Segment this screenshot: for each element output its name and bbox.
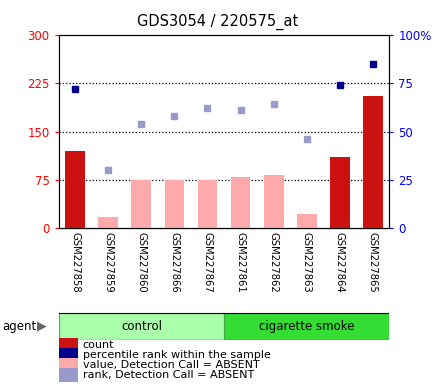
- Text: GSM227865: GSM227865: [367, 232, 377, 293]
- Text: count: count: [82, 340, 114, 350]
- Text: cigarette smoke: cigarette smoke: [258, 320, 354, 333]
- Text: ▶: ▶: [37, 320, 46, 333]
- Text: GSM227864: GSM227864: [334, 232, 344, 293]
- Bar: [131, 180, 151, 228]
- Text: GSM227862: GSM227862: [268, 232, 278, 293]
- Bar: [224, 313, 388, 340]
- Text: GSM227859: GSM227859: [103, 232, 113, 293]
- Bar: [164, 180, 184, 228]
- Bar: [230, 177, 250, 228]
- Bar: [296, 214, 316, 228]
- Bar: [98, 217, 118, 228]
- Text: GSM227861: GSM227861: [235, 232, 245, 293]
- Text: agent: agent: [2, 320, 36, 333]
- Text: value, Detection Call = ABSENT: value, Detection Call = ABSENT: [82, 360, 259, 370]
- Bar: [362, 96, 382, 228]
- Text: GSM227866: GSM227866: [169, 232, 179, 293]
- Text: GSM227858: GSM227858: [70, 232, 80, 293]
- Bar: [59, 313, 224, 340]
- Text: GDS3054 / 220575_at: GDS3054 / 220575_at: [137, 13, 297, 30]
- Text: GSM227860: GSM227860: [136, 232, 146, 293]
- Bar: [197, 180, 217, 228]
- Text: percentile rank within the sample: percentile rank within the sample: [82, 350, 270, 360]
- Text: rank, Detection Call = ABSENT: rank, Detection Call = ABSENT: [82, 370, 253, 380]
- Text: control: control: [121, 320, 161, 333]
- Text: GSM227867: GSM227867: [202, 232, 212, 293]
- Bar: [329, 157, 349, 228]
- Bar: [65, 151, 85, 228]
- Text: GSM227863: GSM227863: [301, 232, 311, 293]
- Bar: [263, 175, 283, 228]
